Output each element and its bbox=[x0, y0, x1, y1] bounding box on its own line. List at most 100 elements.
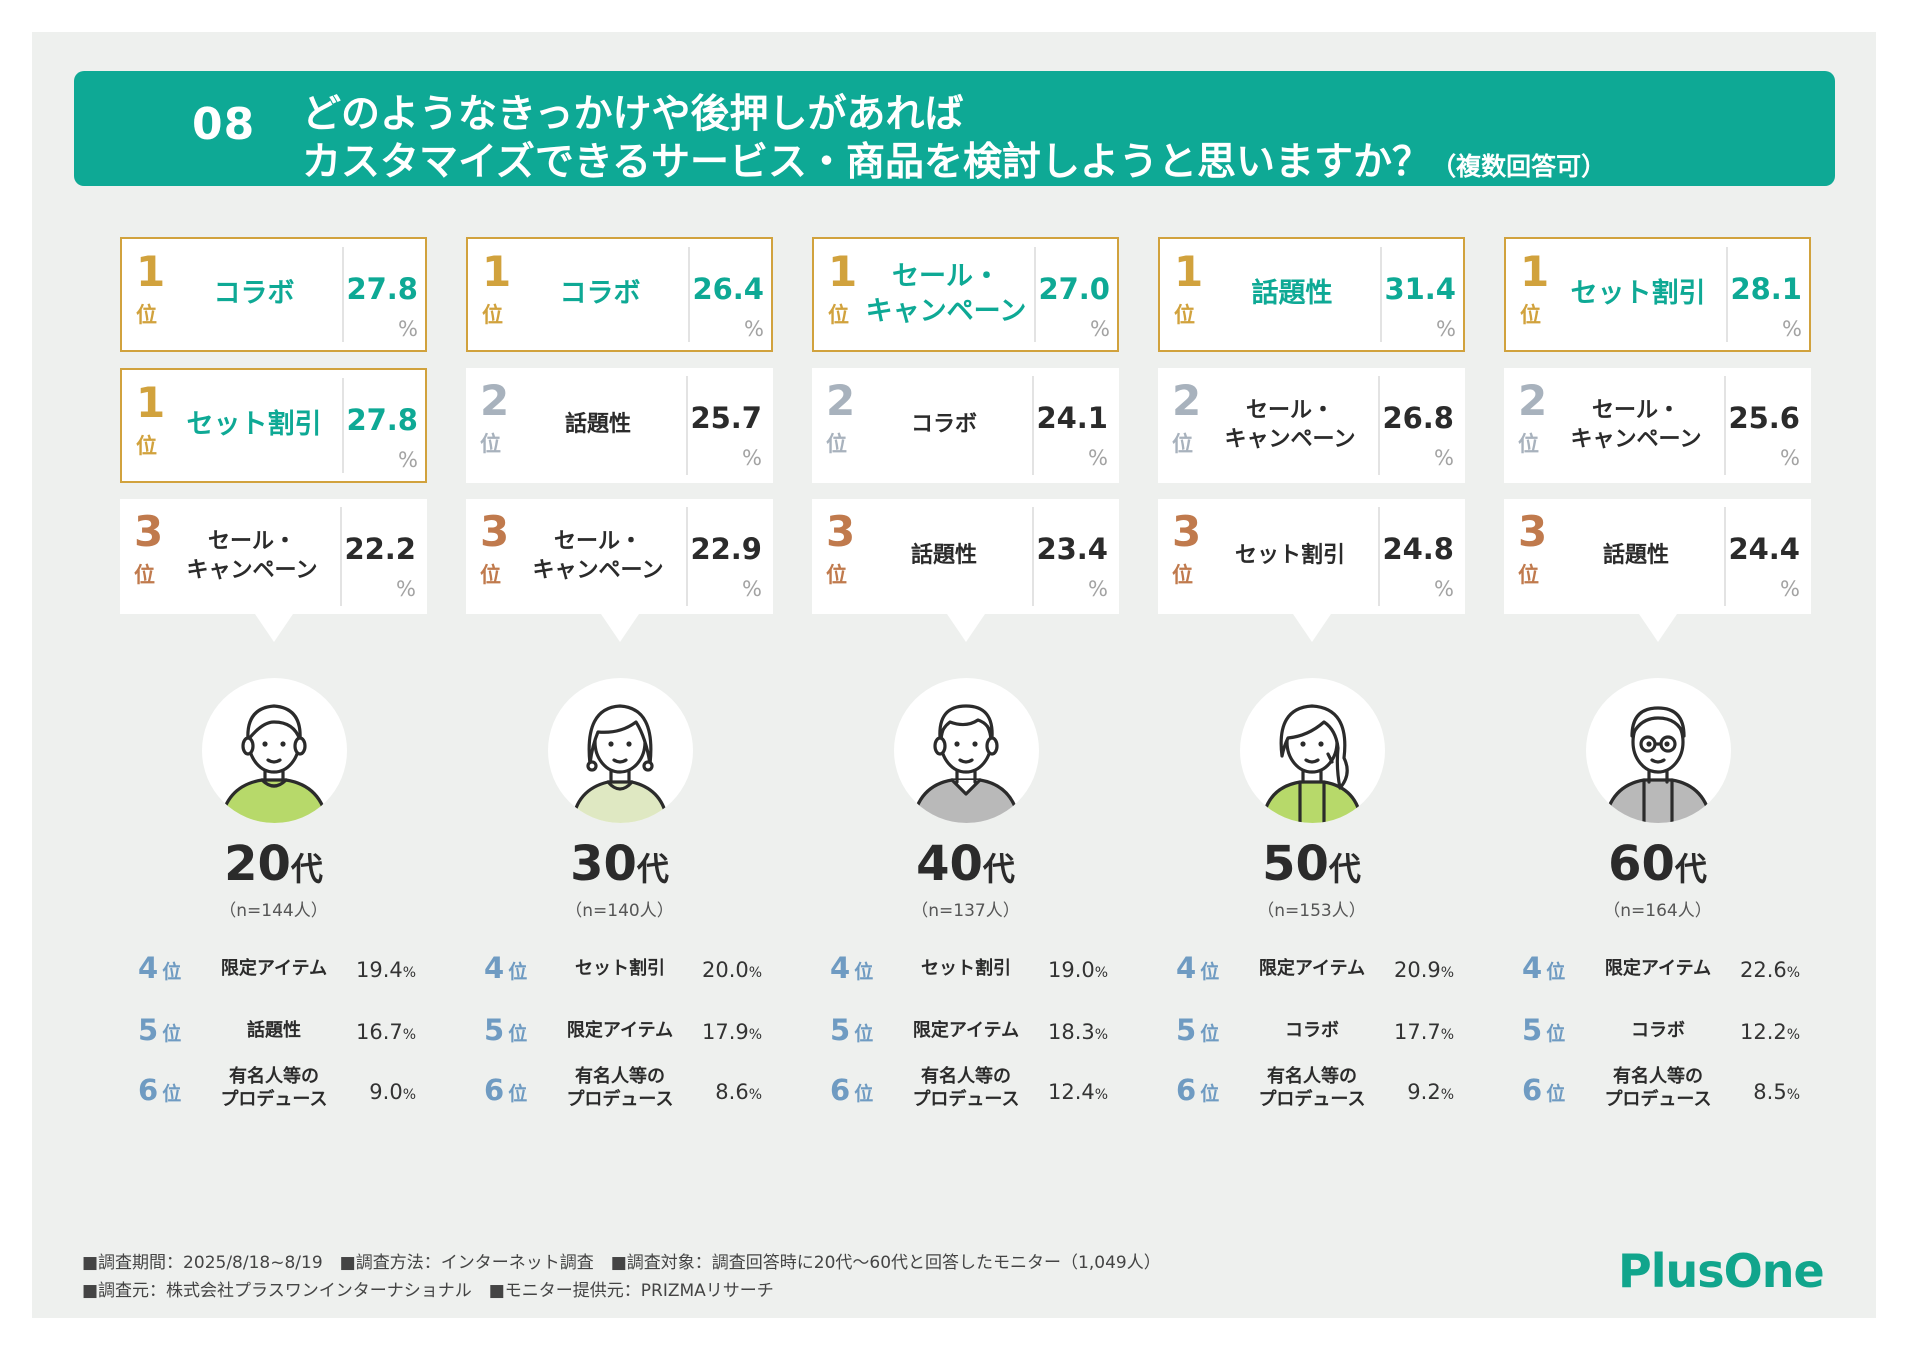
ranking-card: 1 位セール・ キャンペーン 27.0% bbox=[812, 237, 1119, 352]
lower-rank-value-number: 12.2 bbox=[1740, 1020, 1787, 1044]
lower-percent-sign: % bbox=[748, 1027, 763, 1043]
rank-number: 1 bbox=[136, 247, 166, 296]
rank-suffix: 位 bbox=[828, 303, 849, 327]
lower-percent-sign: % bbox=[1440, 1087, 1454, 1103]
young-man-avatar-icon bbox=[201, 678, 347, 823]
lower-rank-value-number: 17.9 bbox=[702, 1020, 749, 1044]
rank-number: 1 bbox=[1520, 247, 1550, 296]
lower-rank-value: 18.3% bbox=[1048, 1020, 1108, 1044]
age-suffix: 代 bbox=[982, 850, 1015, 888]
lower-rank-value-number: 18.3 bbox=[1048, 1020, 1095, 1044]
lower-rank-suffix: 位 bbox=[1200, 1023, 1220, 1045]
card-divider bbox=[1034, 247, 1036, 342]
lower-rank-value: 17.9% bbox=[702, 1020, 762, 1044]
age-group-label: 40代 bbox=[856, 840, 1076, 888]
ranking-card: 1 位 セット割引 27.8% bbox=[120, 368, 427, 483]
ranking-card: 1 位 コラボ 26.4% bbox=[466, 237, 773, 352]
lower-rank-suffix: 位 bbox=[508, 1083, 528, 1105]
lower-rank-number: 5 bbox=[484, 1013, 505, 1047]
middle-aged-woman-avatar-icon bbox=[1239, 678, 1385, 823]
rank-suffix: 位 bbox=[1174, 303, 1195, 327]
percentage-value: 27.8 bbox=[346, 403, 418, 437]
rank-suffix: 位 bbox=[134, 563, 155, 587]
lower-rank-number: 5 bbox=[1522, 1013, 1543, 1047]
card-pointer bbox=[1638, 614, 1677, 642]
rank-suffix: 位 bbox=[480, 432, 501, 456]
percentage-value: 22.9 bbox=[690, 532, 762, 566]
lower-percent-sign: % bbox=[748, 1087, 762, 1103]
ranking-item-label: セット割引 bbox=[1570, 278, 1706, 310]
ranking-card: 3 位 話題性 24.4% bbox=[1504, 499, 1811, 614]
ranking-item-label: 話題性 bbox=[1251, 278, 1333, 310]
sample-size: （n=164人） bbox=[1603, 901, 1712, 921]
survey-info-line1: ■調査期間：2025/8/18~8/19 ■調査方法：インターネット調査 ■調査… bbox=[82, 1253, 1161, 1273]
lower-rank-suffix: 位 bbox=[1546, 961, 1566, 983]
lower-rank-value-number: 12.4 bbox=[1048, 1080, 1095, 1104]
lower-rank-number: 5 bbox=[138, 1013, 159, 1047]
ranking-card: 1 位 コラボ 27.8% bbox=[120, 237, 427, 352]
survey-sheet bbox=[32, 32, 1876, 1318]
lower-percent-sign: % bbox=[402, 965, 417, 981]
lower-percent-sign: % bbox=[402, 1087, 416, 1103]
lower-percent-sign: % bbox=[1094, 965, 1109, 981]
lower-rank-value-number: 17.7 bbox=[1394, 1020, 1441, 1044]
lower-rank-item-label: 限定アイテム bbox=[220, 958, 328, 979]
lower-rank-value: 9.2% bbox=[1394, 1080, 1454, 1104]
lower-rank-suffix: 位 bbox=[162, 1023, 182, 1045]
lower-rank-value: 12.2% bbox=[1740, 1020, 1800, 1044]
percent-sign: % bbox=[1434, 446, 1454, 470]
rank-number: 3 bbox=[134, 507, 164, 556]
ranking-item-label: セール・ キャンペーン bbox=[186, 529, 318, 583]
lower-rank-item-label: 有名人等の プロデュース bbox=[566, 1066, 674, 1110]
lower-rank-value-number: 9.2 bbox=[1407, 1080, 1441, 1104]
card-divider bbox=[1724, 507, 1726, 606]
card-divider bbox=[340, 507, 342, 606]
lower-rank-suffix: 位 bbox=[162, 961, 182, 983]
lower-percent-sign: % bbox=[1786, 1087, 1800, 1103]
lower-rank-item-label: 限定アイテム bbox=[1258, 958, 1366, 979]
percent-sign: % bbox=[1090, 317, 1110, 341]
percent-sign: % bbox=[1088, 446, 1108, 470]
lower-rank-value-number: 8.5 bbox=[1753, 1080, 1787, 1104]
rank-suffix: 位 bbox=[482, 303, 503, 327]
rank-number: 2 bbox=[1518, 376, 1548, 425]
ranking-card: 3 位 セット割引 24.8% bbox=[1158, 499, 1465, 614]
percentage-value: 24.4 bbox=[1728, 532, 1800, 566]
lower-rank-item-label: 有名人等の プロデュース bbox=[1258, 1066, 1366, 1110]
man-avatar-icon bbox=[893, 678, 1039, 823]
lower-rank-item-label: 有名人等の プロデュース bbox=[912, 1066, 1020, 1110]
percentage-value: 25.6 bbox=[1728, 401, 1800, 435]
ranking-item-label: セット割引 bbox=[1234, 543, 1345, 569]
question-note: （複数回答可） bbox=[1431, 152, 1607, 181]
percent-sign: % bbox=[1780, 446, 1800, 470]
senior-man-with-glasses-avatar-icon bbox=[1585, 678, 1731, 823]
lower-percent-sign: % bbox=[1786, 965, 1801, 981]
rank-suffix: 位 bbox=[1172, 563, 1193, 587]
lower-rank-suffix: 位 bbox=[162, 1083, 182, 1105]
percent-sign: % bbox=[1434, 577, 1454, 601]
lower-rank-item-label: 話題性 bbox=[247, 1020, 301, 1041]
age-number: 20 bbox=[224, 836, 291, 892]
lower-rank-number: 6 bbox=[830, 1073, 851, 1107]
card-divider bbox=[686, 376, 688, 475]
percentage-value: 27.8 bbox=[346, 272, 418, 306]
rank-number: 1 bbox=[482, 247, 512, 296]
lower-rank-suffix: 位 bbox=[1200, 1083, 1220, 1105]
percent-sign: % bbox=[742, 577, 762, 601]
lower-rank-value: 8.5% bbox=[1740, 1080, 1800, 1104]
rank-number: 2 bbox=[826, 376, 856, 425]
percent-sign: % bbox=[1436, 317, 1456, 341]
lower-rank-number: 6 bbox=[138, 1073, 159, 1107]
lower-percent-sign: % bbox=[1786, 1027, 1801, 1043]
ranking-item-label: 話題性 bbox=[1602, 543, 1669, 569]
rank-number: 1 bbox=[1174, 247, 1204, 296]
ranking-item-label: セール・ キャンペーン bbox=[1570, 398, 1702, 452]
age-number: 60 bbox=[1608, 836, 1675, 892]
sample-size: （n=140人） bbox=[565, 901, 674, 921]
